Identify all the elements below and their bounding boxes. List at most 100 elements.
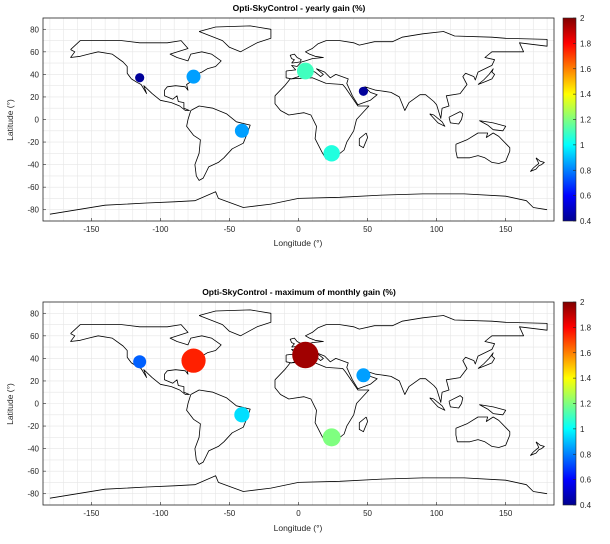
coastline bbox=[198, 25, 272, 53]
y-tick-label: -40 bbox=[27, 161, 39, 170]
coastline-map bbox=[49, 25, 548, 215]
data-point bbox=[292, 341, 319, 369]
coastline bbox=[274, 77, 370, 160]
x-tick-label: 100 bbox=[430, 509, 444, 518]
colorbar-tick-label: 2 bbox=[580, 14, 585, 23]
colorbar-tick-label: 1.6 bbox=[580, 349, 592, 358]
x-tick-label: 100 bbox=[430, 225, 444, 234]
colorbar-tick-label: 0.6 bbox=[580, 192, 592, 201]
data-markers bbox=[135, 62, 369, 162]
colorbar-tick-label: 1 bbox=[580, 425, 585, 434]
data-point bbox=[323, 145, 340, 162]
coastline bbox=[274, 361, 370, 444]
x-tick-label: -100 bbox=[152, 509, 169, 518]
y-axis-ticks: -80 -60 -40 -20 0 20 40 60 80 bbox=[27, 25, 46, 215]
x-axis-label: Longitude (°) bbox=[274, 523, 323, 533]
coastline bbox=[477, 352, 496, 369]
colorbar-tick-label: 1.4 bbox=[580, 374, 592, 383]
x-tick-label: 0 bbox=[296, 225, 301, 234]
y-tick-label: -80 bbox=[27, 490, 39, 499]
x-axis-ticks: -150 -100 -50 0 50 100 150 bbox=[83, 502, 513, 518]
x-tick-label: -50 bbox=[224, 509, 236, 518]
grid bbox=[43, 301, 554, 506]
colorbar-tick-label: 0.8 bbox=[580, 450, 592, 459]
colorbar-ticks: 0.4 0.6 0.8 1 1.2 1.4 1.6 1.8 2 bbox=[573, 298, 592, 510]
data-point bbox=[181, 348, 206, 373]
coastline bbox=[455, 132, 511, 164]
x-tick-label: 150 bbox=[499, 509, 513, 518]
colorbar-tick-label: 0.4 bbox=[580, 217, 592, 226]
coastline bbox=[70, 324, 222, 395]
y-tick-label: -40 bbox=[27, 445, 39, 454]
grid bbox=[43, 17, 554, 222]
coastline bbox=[448, 111, 464, 125]
y-axis-label: Latitude (°) bbox=[5, 383, 15, 425]
coastline bbox=[448, 395, 464, 409]
y-tick-label: 0 bbox=[35, 116, 40, 125]
y-tick-label: 20 bbox=[30, 377, 39, 386]
coastline bbox=[70, 40, 222, 111]
x-axis-ticks: -150 -100 -50 0 50 100 150 bbox=[83, 218, 513, 234]
chart-panel-yearly: Opti-SkyControl - yearly gain (%) -150 -1… bbox=[5, 3, 592, 248]
colorbar-tick-label: 1.8 bbox=[580, 323, 592, 332]
y-tick-label: 80 bbox=[30, 309, 39, 318]
x-axis-label: Longitude (°) bbox=[274, 238, 323, 248]
data-point bbox=[358, 86, 369, 96]
y-axis-ticks: -80 -60 -40 -20 0 20 40 60 80 bbox=[27, 309, 46, 499]
x-tick-label: 50 bbox=[363, 509, 372, 518]
colorbar-tick-label: 2 bbox=[580, 298, 585, 307]
coastline bbox=[289, 53, 302, 64]
data-point bbox=[356, 368, 371, 383]
data-point bbox=[297, 62, 314, 80]
data-point bbox=[234, 407, 250, 423]
y-tick-label: 60 bbox=[30, 332, 39, 341]
coastline bbox=[358, 416, 369, 433]
coastline bbox=[429, 397, 446, 411]
coastline bbox=[479, 120, 507, 132]
colorbar-tick-label: 1.2 bbox=[580, 116, 592, 125]
chart-title: Opti-SkyControl - yearly gain (%) bbox=[233, 3, 366, 13]
data-markers bbox=[133, 341, 371, 447]
coastline bbox=[477, 68, 496, 85]
y-tick-label: -60 bbox=[27, 183, 39, 192]
y-tick-label: -60 bbox=[27, 467, 39, 476]
x-tick-label: -150 bbox=[83, 509, 100, 518]
y-tick-label: 20 bbox=[30, 93, 39, 102]
coastline bbox=[285, 315, 548, 403]
coastline bbox=[49, 191, 548, 215]
x-tick-label: -150 bbox=[83, 225, 100, 234]
y-tick-label: -20 bbox=[27, 422, 39, 431]
colorbar-tick-label: 1.6 bbox=[580, 65, 592, 74]
y-tick-label: 40 bbox=[30, 70, 39, 79]
colorbar-tick-label: 1 bbox=[580, 141, 585, 150]
coastline bbox=[530, 441, 545, 456]
coastline bbox=[186, 389, 251, 465]
x-tick-label: 150 bbox=[499, 225, 513, 234]
y-tick-label: -80 bbox=[27, 206, 39, 215]
colorbar-tick-label: 0.8 bbox=[580, 166, 592, 175]
colorbar-tick-label: 0.4 bbox=[580, 501, 592, 510]
data-point bbox=[133, 355, 147, 369]
coastline bbox=[479, 404, 507, 416]
chart-title: Opti-SkyControl - maximum of monthly gai… bbox=[202, 287, 396, 297]
data-point bbox=[135, 73, 145, 83]
coastline bbox=[429, 113, 446, 127]
y-tick-label: 60 bbox=[30, 48, 39, 57]
chart-panel-monthly: Opti-SkyControl - maximum of monthly gai… bbox=[5, 287, 592, 533]
coastline bbox=[358, 132, 369, 149]
x-tick-label: 50 bbox=[363, 225, 372, 234]
data-point bbox=[322, 428, 341, 447]
data-point bbox=[186, 69, 201, 84]
x-tick-label: -50 bbox=[224, 225, 236, 234]
coastline bbox=[186, 105, 251, 181]
colorbar-ticks: 0.4 0.6 0.8 1 1.2 1.4 1.6 1.8 2 bbox=[573, 14, 592, 226]
coastline bbox=[49, 475, 548, 499]
data-point bbox=[234, 123, 249, 138]
y-tick-label: 0 bbox=[35, 400, 40, 409]
colorbar-tick-label: 1.8 bbox=[580, 39, 592, 48]
x-tick-label: 0 bbox=[296, 509, 301, 518]
colorbar-tick-label: 1.4 bbox=[580, 90, 592, 99]
coastline-map bbox=[49, 309, 548, 499]
coastline bbox=[530, 157, 545, 172]
